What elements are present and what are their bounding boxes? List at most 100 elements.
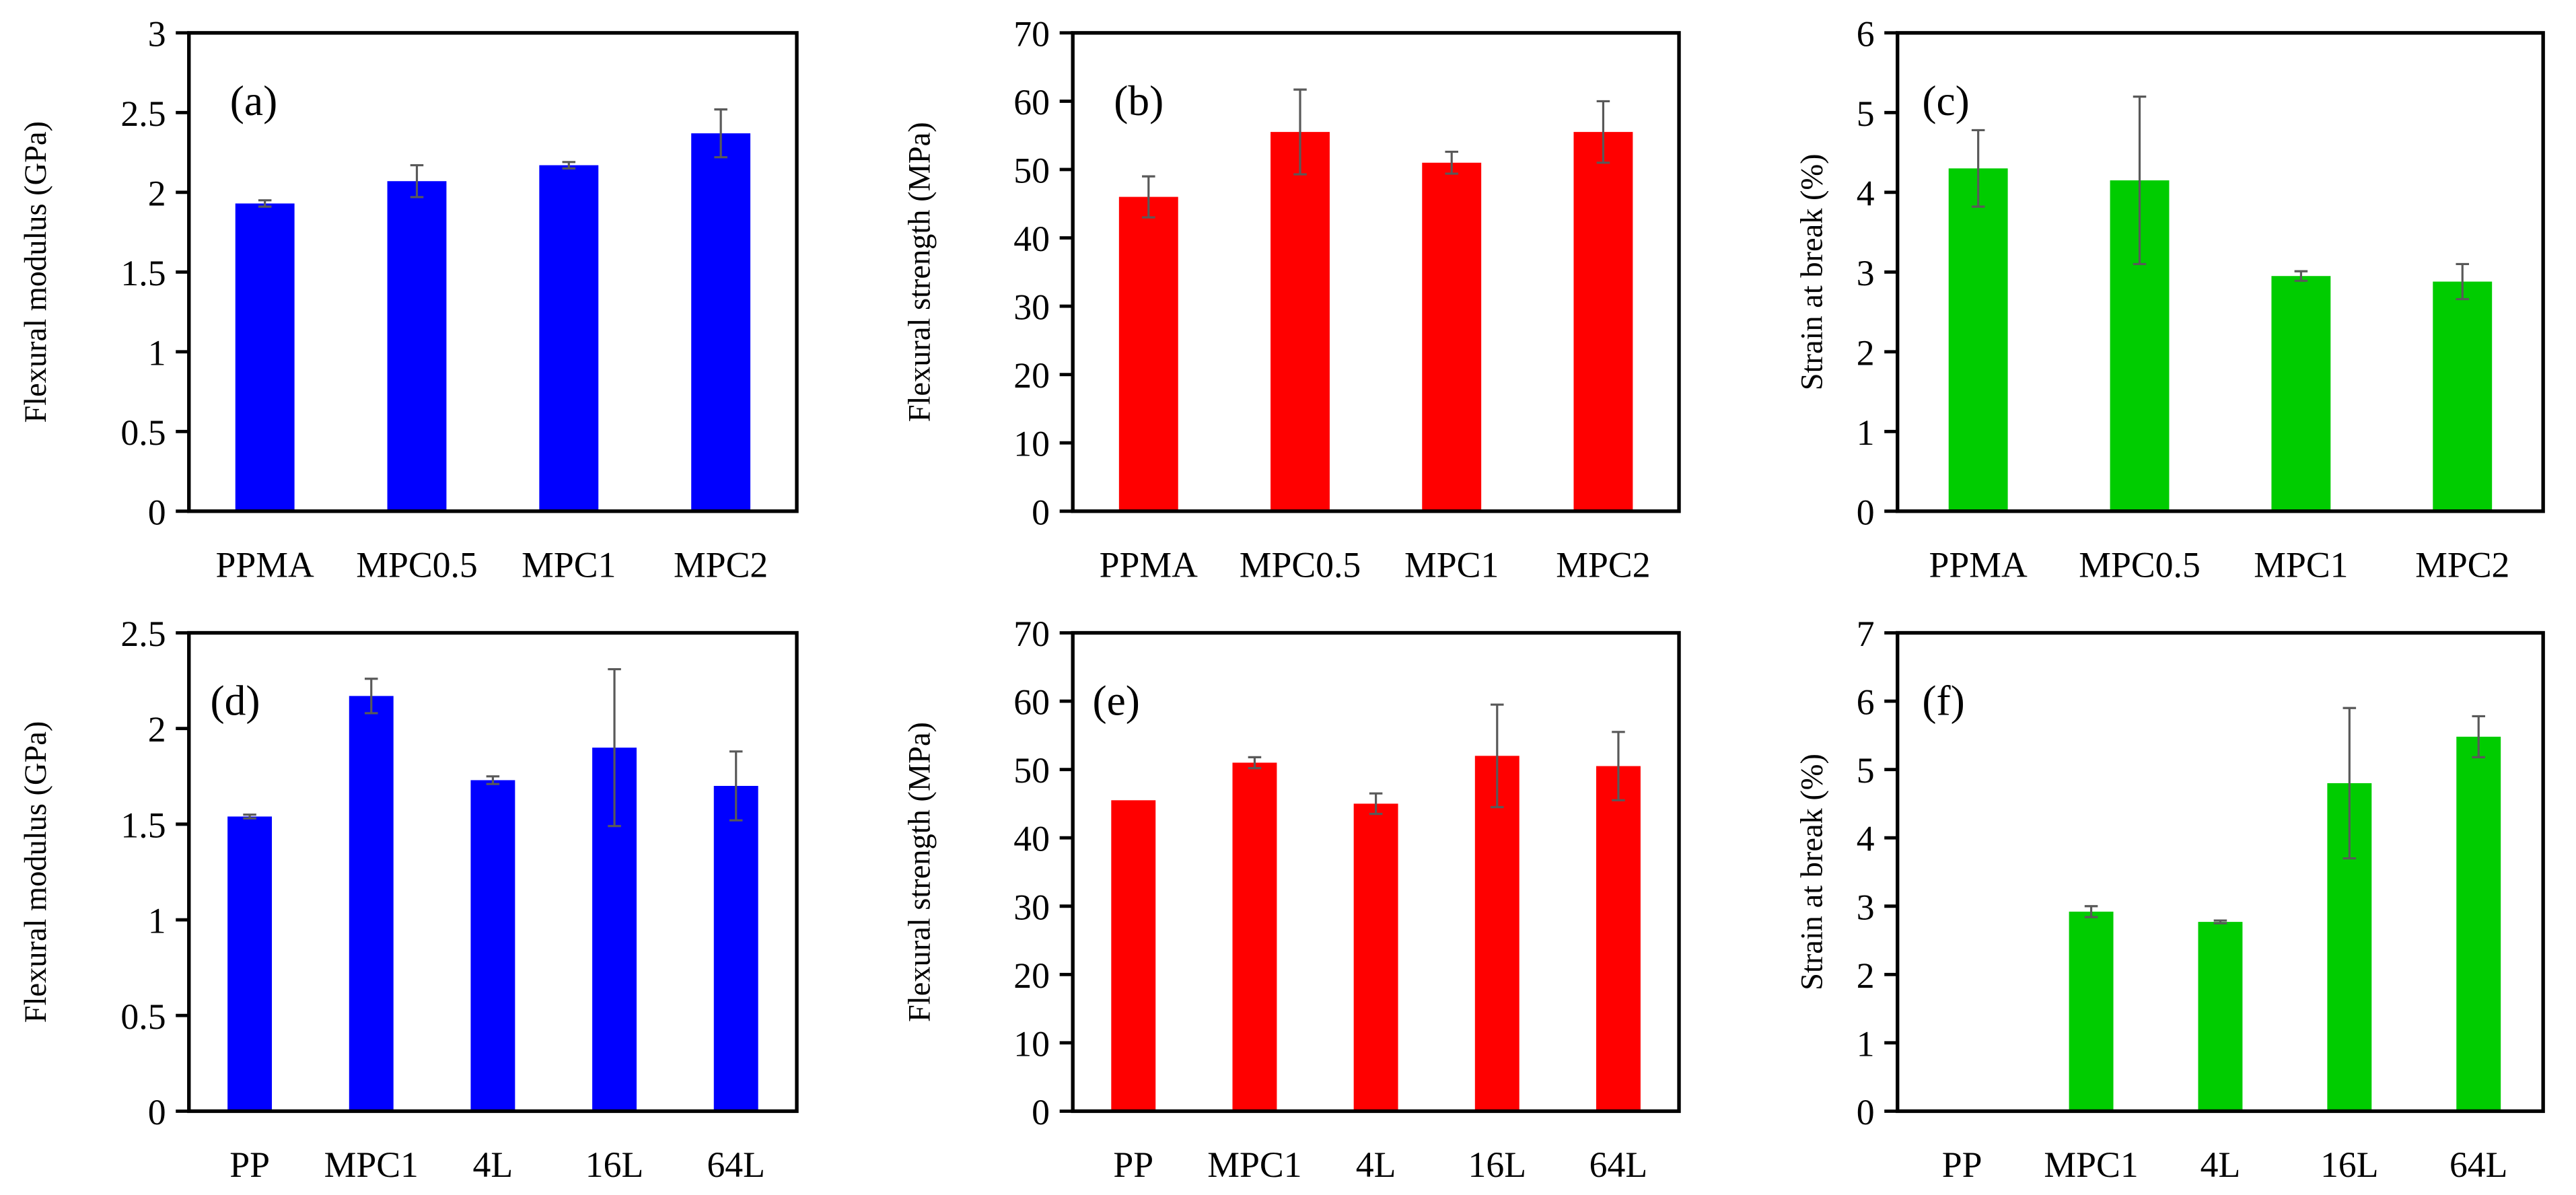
y-tick-label: 2.5 bbox=[120, 94, 166, 134]
y-tick-label: 2.5 bbox=[120, 614, 166, 654]
bar bbox=[1948, 168, 2008, 511]
y-axis-label: Flexural strength (MPa) bbox=[903, 722, 937, 1022]
x-tick-label: MPC2 bbox=[1556, 544, 1650, 585]
y-tick-label: 5 bbox=[1857, 750, 1875, 791]
plot-frame bbox=[1071, 630, 1681, 1114]
y-tick-label: 7 bbox=[1857, 614, 1875, 654]
x-tick-label: PP bbox=[229, 1145, 270, 1185]
y-tick-label: 60 bbox=[1013, 82, 1050, 122]
x-tick-label: MPC2 bbox=[674, 544, 768, 585]
bar bbox=[691, 133, 751, 511]
bar bbox=[1353, 803, 1398, 1112]
y-axis-label: Strain at break (%) bbox=[1795, 754, 1829, 990]
bar bbox=[227, 816, 273, 1112]
y-axis-label: Flexural strength (MPa) bbox=[903, 122, 937, 422]
y-tick-label: 1 bbox=[148, 332, 166, 373]
y-tick-label: 1 bbox=[1857, 412, 1875, 453]
y-tick-label: 60 bbox=[1013, 682, 1050, 723]
x-tick-label: 64L bbox=[1589, 1145, 1648, 1185]
x-tick-label: MPC0.5 bbox=[2079, 544, 2201, 585]
bar bbox=[1111, 800, 1156, 1112]
x-tick-label: MPC1 bbox=[324, 1145, 419, 1185]
y-tick-label: 4 bbox=[1857, 819, 1875, 859]
chart-panel-a: PPMA MPC0.5 MPC1 MPC2 0 0.5 1 1.5 2 2.5 3 Flexural … bbox=[19, 13, 799, 585]
bar bbox=[349, 696, 394, 1112]
plot-frame bbox=[187, 630, 799, 1114]
x-tick-label: 16L bbox=[2320, 1145, 2379, 1185]
x-tick-label: PPMA bbox=[1929, 544, 2028, 585]
panel-label: (f) bbox=[1922, 677, 1964, 725]
chart-panel-d: PP MPC1 4L 16L 64L 0 0.5 1 1.5 2 2.5 Flexural modul… bbox=[19, 614, 799, 1185]
y-tick-label: 0 bbox=[148, 492, 166, 532]
plot-frame bbox=[187, 31, 799, 513]
chart-panel-e: PP MPC1 4L 16L 64L 0 10 20 30 40 50 60 70 Flexural st… bbox=[903, 614, 1681, 1185]
y-tick-label: 0 bbox=[1857, 1092, 1875, 1132]
bar bbox=[2456, 736, 2501, 1112]
bar bbox=[1118, 196, 1178, 511]
x-tick-label: MPC1 bbox=[1404, 544, 1499, 585]
y-tick-label: 20 bbox=[1013, 355, 1050, 396]
panel-label: (c) bbox=[1922, 77, 1969, 124]
bar bbox=[2069, 911, 2114, 1112]
x-tick-label: MPC2 bbox=[2415, 544, 2509, 585]
bar bbox=[1573, 132, 1633, 511]
y-tick-label: 40 bbox=[1013, 219, 1050, 259]
x-tick-label: MPC1 bbox=[2044, 1145, 2138, 1185]
bar bbox=[2271, 276, 2331, 511]
y-axis-label: Flexural modulus (GPa) bbox=[19, 721, 53, 1023]
y-tick-label: 1 bbox=[1857, 1023, 1875, 1064]
y-tick-label: 0.5 bbox=[120, 412, 166, 453]
y-tick-label: 30 bbox=[1013, 287, 1050, 328]
x-tick-label: 64L bbox=[707, 1145, 765, 1185]
bar bbox=[713, 786, 758, 1112]
plot-frame bbox=[1071, 31, 1681, 513]
panel-label: (b) bbox=[1114, 77, 1164, 124]
bar bbox=[1596, 766, 1641, 1112]
y-tick-label: 3 bbox=[1857, 253, 1875, 293]
x-tick-label: PP bbox=[1113, 1145, 1153, 1185]
y-tick-label: 0 bbox=[1032, 492, 1050, 532]
x-tick-label: PPMA bbox=[1100, 544, 1198, 585]
x-tick-label: MPC1 bbox=[1207, 1145, 1301, 1185]
y-tick-label: 6 bbox=[1857, 682, 1875, 723]
chart-panel-f: PP MPC1 4L 16L 64L 0 1 2 3 4 5 6 7 Strain at break (%… bbox=[1795, 614, 2545, 1185]
bar bbox=[1422, 162, 1482, 511]
chart-panel-b: PPMA MPC0.5 MPC1 MPC2 0 10 20 30 40 50 60 70 Flexura… bbox=[903, 13, 1681, 585]
y-tick-label: 1.5 bbox=[120, 805, 166, 845]
panel-label: (d) bbox=[210, 677, 260, 725]
y-tick-label: 1 bbox=[148, 901, 166, 941]
y-tick-label: 2 bbox=[1857, 332, 1875, 373]
y-tick-label: 70 bbox=[1013, 614, 1050, 654]
x-tick-label: 4L bbox=[473, 1145, 513, 1185]
y-tick-label: 4 bbox=[1857, 173, 1875, 213]
y-tick-label: 50 bbox=[1013, 750, 1050, 791]
y-tick-label: 5 bbox=[1857, 94, 1875, 134]
chart-panel-c: PPMA MPC0.5 MPC1 MPC2 0 1 2 3 4 5 6 Strain at break… bbox=[1795, 13, 2545, 585]
y-tick-label: 30 bbox=[1013, 887, 1050, 927]
x-tick-label: PPMA bbox=[216, 544, 314, 585]
bar bbox=[387, 181, 447, 511]
x-tick-label: 16L bbox=[585, 1145, 644, 1185]
bar bbox=[539, 165, 599, 511]
bar bbox=[235, 203, 295, 511]
y-tick-label: 0.5 bbox=[120, 997, 166, 1037]
y-tick-label: 3 bbox=[1857, 887, 1875, 927]
x-tick-label: 64L bbox=[2449, 1145, 2508, 1185]
x-tick-label: MPC1 bbox=[2254, 544, 2348, 585]
y-axis-label: Strain at break (%) bbox=[1795, 153, 1829, 390]
x-tick-label: MPC0.5 bbox=[1240, 544, 1361, 585]
y-tick-label: 0 bbox=[1857, 492, 1875, 532]
y-tick-label: 2 bbox=[148, 173, 166, 213]
y-tick-label: 2 bbox=[1857, 955, 1875, 996]
panel-label: (e) bbox=[1092, 677, 1139, 725]
bar bbox=[1474, 756, 1519, 1112]
y-tick-label: 20 bbox=[1013, 955, 1050, 996]
y-tick-label: 1.5 bbox=[120, 253, 166, 293]
y-tick-label: 2 bbox=[148, 709, 166, 750]
bar bbox=[1232, 762, 1277, 1112]
bar bbox=[470, 780, 515, 1112]
x-tick-label: 16L bbox=[1468, 1145, 1527, 1185]
x-tick-label: MPC0.5 bbox=[356, 544, 478, 585]
y-tick-label: 10 bbox=[1013, 424, 1050, 464]
